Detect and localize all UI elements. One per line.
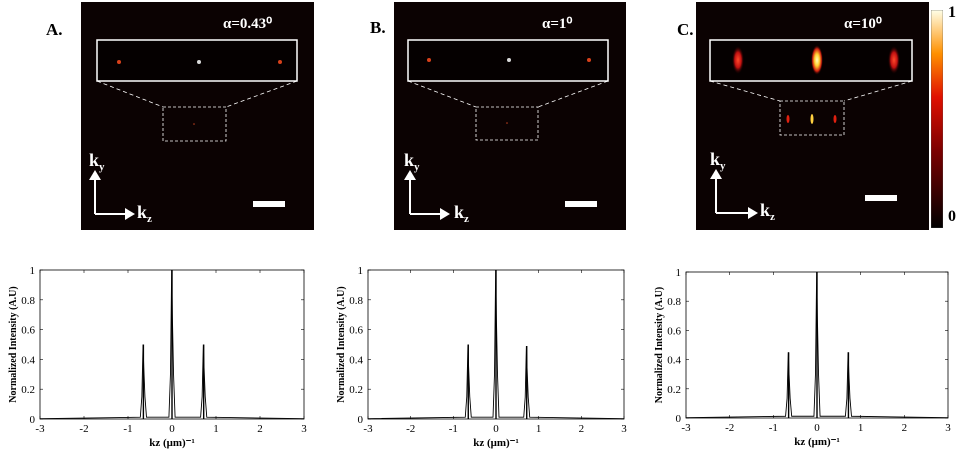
y-tick-label: 0.2	[21, 384, 35, 396]
y-tick-label: 0.8	[667, 296, 681, 308]
y-tick-label: 0.2	[667, 384, 681, 396]
svg-text:ky: ky	[404, 150, 420, 173]
peak-spot-left-a	[117, 60, 121, 64]
svg-text:ky: ky	[89, 150, 105, 173]
scale-bar-c	[865, 195, 897, 201]
x-tick-label: -2	[406, 423, 415, 435]
image-panel-a: α=0.43⁰ ky kz	[81, 2, 314, 230]
alpha-label-b: α=1⁰	[542, 16, 572, 32]
peak-spot-left-b	[427, 58, 431, 62]
y-tick-label: 0	[676, 413, 682, 425]
intensity-chart-b: -3 -2 -1 0 1 2 3 0 0.2 0.4 0.6 0.8 1 kz (μm)⁻¹ Normali…	[336, 265, 627, 449]
x-axis-label: kz (μm)⁻¹	[794, 436, 840, 448]
svg-text:kz: kz	[760, 200, 775, 223]
x-tick-label: 2	[579, 423, 585, 435]
alpha-label-c: α=10⁰	[844, 16, 882, 32]
zoom-box-a	[96, 39, 298, 82]
x-tick-label: -2	[79, 423, 88, 435]
y-tick-label: 1	[676, 267, 682, 279]
peak-spot-center-c	[811, 45, 823, 75]
y-axis-label: Normalized Intensity (A.U)	[8, 286, 19, 402]
scale-bar-b	[565, 201, 597, 207]
y-tick-label: 0.6	[21, 325, 35, 337]
intensity-chart-a: -3 -2 -1 0 1 2 3 0 0.2 0.4 0.6 0.8 1 kz (μm)⁻¹ Normali…	[8, 265, 307, 449]
peak-spot-center-b	[507, 58, 511, 62]
svg-text:kz: kz	[454, 202, 469, 225]
roi-box-b	[475, 106, 539, 141]
image-panel-b: α=1⁰ ky kz	[394, 2, 626, 230]
x-tick-label: -2	[725, 422, 734, 434]
x-tick-label: -1	[123, 423, 132, 435]
y-tick-label: 1	[30, 265, 36, 277]
x-tick-label: -1	[769, 422, 778, 434]
x-tick-label: 3	[945, 422, 951, 434]
scale-bar-a	[253, 201, 285, 207]
peak-spot-center-a	[197, 60, 201, 64]
y-tick-label: 0	[30, 414, 36, 426]
y-tick-label: 0.8	[349, 295, 363, 307]
panel-label-c: C.	[677, 20, 694, 39]
x-tick-label: 1	[858, 422, 864, 434]
x-tick-label: 2	[902, 422, 908, 434]
x-tick-label: 0	[814, 422, 820, 434]
x-tick-label: 1	[536, 423, 542, 435]
x-tick-label: 2	[257, 423, 263, 435]
y-axis-label: Normalized Intensity (A.U)	[336, 286, 347, 402]
peak-spot-right-a	[278, 60, 282, 64]
y-axis-label: Normalized Intensity (A.U)	[654, 287, 665, 403]
colorbar-max-label: 1	[948, 4, 956, 21]
y-tick-label: 0.4	[349, 354, 363, 366]
colorbar-min-label: 0	[948, 208, 956, 225]
peak-spot-right-c	[888, 46, 900, 74]
svg-text:kz: kz	[137, 202, 152, 225]
colorbar	[931, 10, 943, 228]
y-tick-label: 1	[358, 265, 364, 277]
roi-box-a	[162, 106, 227, 142]
alpha-label-a: α=0.43⁰	[223, 16, 272, 32]
y-tick-label: 0.6	[349, 325, 363, 337]
x-tick-label: -1	[449, 423, 458, 435]
panel-label-b: B.	[370, 18, 386, 37]
image-panel-c: α=10⁰ ky kz	[696, 2, 929, 230]
y-tick-label: 0.2	[349, 384, 363, 396]
zoom-box-c	[709, 39, 913, 82]
x-tick-label: -3	[363, 423, 373, 435]
panel-label-a: A.	[46, 20, 63, 39]
intensity-chart-c: -3 -2 -1 0 1 2 3 0 0.2 0.4 0.6 0.8 1 kz (μm)⁻¹ Normali…	[654, 267, 951, 448]
roi-box-c	[779, 100, 845, 136]
svg-text:ky: ky	[710, 149, 726, 172]
y-tick-label: 0.8	[21, 295, 35, 307]
peak-spot-left-c	[732, 46, 744, 74]
x-tick-label: -3	[681, 422, 691, 434]
x-tick-label: 0	[493, 423, 499, 435]
x-tick-label: 3	[621, 423, 627, 435]
x-tick-label: -3	[35, 423, 45, 435]
peak-spot-right-b	[587, 58, 591, 62]
y-tick-label: 0.6	[667, 325, 681, 337]
y-tick-label: 0.4	[667, 355, 681, 367]
x-axis-label: kz (μm)⁻¹	[473, 437, 519, 449]
y-tick-label: 0.4	[21, 354, 35, 366]
x-tick-label: 0	[169, 423, 175, 435]
x-tick-label: 3	[301, 423, 307, 435]
x-axis-label: kz (μm)⁻¹	[149, 437, 195, 449]
x-tick-label: 1	[213, 423, 219, 435]
y-tick-label: 0	[358, 414, 364, 426]
